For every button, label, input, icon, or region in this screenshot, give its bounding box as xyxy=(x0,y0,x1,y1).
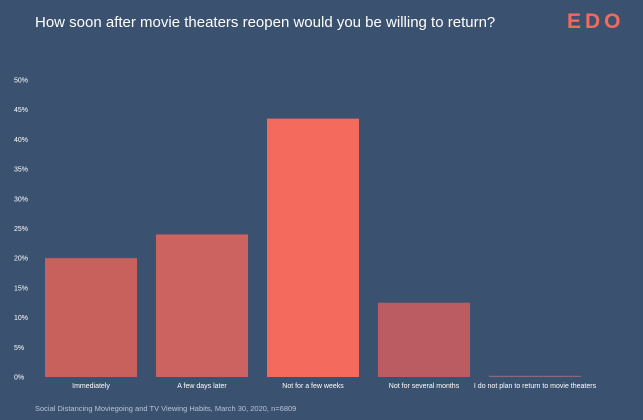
bar-0 xyxy=(45,258,137,377)
x-category-label: A few days later xyxy=(177,383,227,390)
x-category-label: Immediately xyxy=(72,383,110,390)
x-category-label: I do not plan to return to movie theater… xyxy=(474,383,597,390)
chart-title: How soon after movie theaters reopen wou… xyxy=(35,14,496,31)
x-category-label: Not for several months xyxy=(389,383,460,390)
y-tick-label: 35% xyxy=(14,167,28,174)
y-tick-label: 50% xyxy=(14,78,28,85)
y-tick-label: 20% xyxy=(14,256,28,263)
source-note: Social Distancing Moviegoing and TV View… xyxy=(35,404,297,413)
y-tick-label: 30% xyxy=(14,196,28,203)
brand-logo: EDO xyxy=(567,10,625,33)
bar-3 xyxy=(378,302,470,377)
y-tick-label: 45% xyxy=(14,107,28,114)
y-tick-label: 40% xyxy=(14,137,28,144)
y-tick-label: 10% xyxy=(14,315,28,322)
x-category-label: Not for a few weeks xyxy=(282,383,344,390)
bar-2 xyxy=(267,118,359,378)
y-tick-label: 0% xyxy=(14,375,24,382)
y-tick-label: 5% xyxy=(14,345,24,352)
bar-4 xyxy=(489,375,581,377)
y-tick-label: 25% xyxy=(14,226,28,233)
bar-1 xyxy=(156,234,248,377)
y-tick-label: 15% xyxy=(14,285,28,292)
